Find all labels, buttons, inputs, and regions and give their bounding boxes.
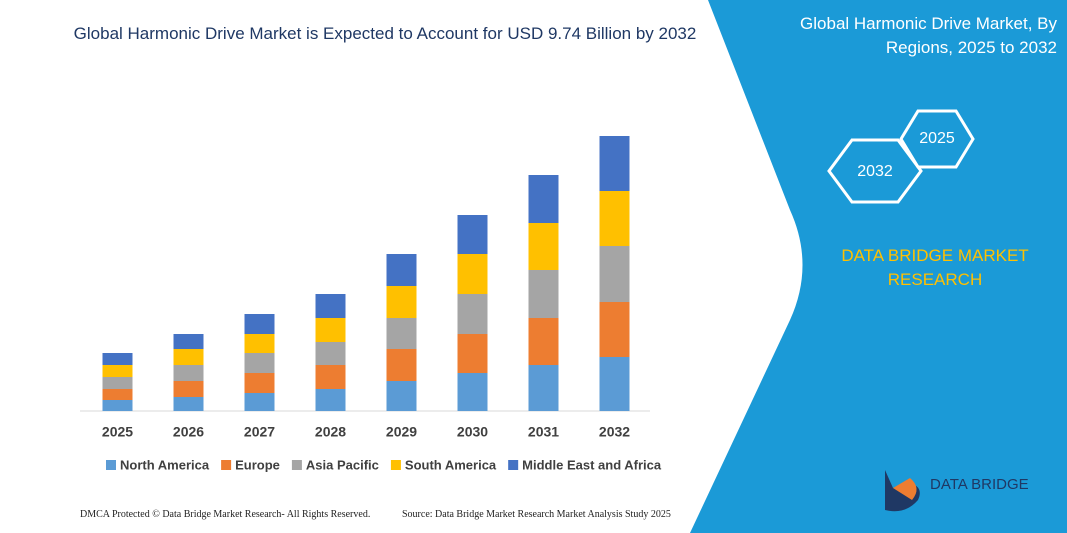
- bar-segment: [315, 318, 346, 342]
- bar-segment: [173, 334, 204, 349]
- legend-swatch: [508, 460, 519, 470]
- side-panel: [690, 0, 1067, 533]
- bar-segment: [528, 318, 559, 365]
- bar-segment: [244, 334, 275, 353]
- bar-segment: [599, 357, 630, 411]
- hexagon: [899, 109, 975, 169]
- panel-title: Global Harmonic Drive Market, By Regions…: [800, 14, 1057, 57]
- hexagon: [827, 138, 923, 204]
- x-tick-label: 2032: [599, 424, 630, 440]
- footer-right: Source: Data Bridge Market Research Mark…: [402, 509, 671, 520]
- legend-swatch: [390, 460, 401, 470]
- legend-swatch: [106, 460, 116, 470]
- bar-segment: [173, 349, 204, 365]
- bar-segment: [457, 294, 488, 334]
- bar-segment: [386, 318, 417, 349]
- bar-segment: [386, 254, 417, 286]
- bar-segment: [244, 353, 275, 373]
- x-tick-label: 2028: [315, 424, 346, 440]
- bar-segment: [457, 215, 488, 254]
- bar-segment: [457, 373, 488, 411]
- bar-segment: [173, 397, 204, 411]
- legend-label: Asia Pacific: [306, 457, 379, 472]
- x-tick-label: 2030: [457, 424, 488, 440]
- bar-segment: [173, 381, 204, 397]
- bar-segment: [102, 365, 133, 377]
- bar-segment: [244, 314, 275, 334]
- bar-segment: [244, 393, 275, 411]
- bar-segment: [457, 334, 488, 373]
- bar-segment: [599, 302, 630, 357]
- x-tick-label: 2026: [173, 424, 204, 440]
- legend-swatch: [221, 460, 232, 470]
- legend-label: Europe: [235, 457, 280, 472]
- legend-label: Middle East and Africa: [522, 457, 662, 472]
- bar-segment: [315, 365, 346, 389]
- bar-segment: [386, 349, 417, 381]
- bar-segment: [457, 254, 488, 294]
- x-tick-label: 2031: [528, 424, 559, 440]
- bar-segment: [599, 191, 630, 246]
- chart-title: Global Harmonic Drive Market is Expected…: [73, 24, 697, 43]
- x-tick-label: 2029: [386, 424, 417, 440]
- x-tick-label: 2027: [244, 424, 275, 440]
- hex-label: 2025: [919, 130, 955, 147]
- bar-segment: [173, 365, 204, 381]
- x-tick-label: 2025: [102, 424, 133, 440]
- bar-segment: [528, 175, 559, 223]
- hex-label: 2032: [857, 163, 893, 180]
- bar-segment: [102, 389, 133, 400]
- bar-segment: [102, 400, 133, 411]
- bar-segment: [315, 389, 346, 411]
- bar-segment: [599, 136, 630, 191]
- bar-segment: [102, 377, 133, 389]
- legend-swatch: [291, 460, 302, 470]
- logo-mark: [893, 478, 917, 500]
- bar-segment: [386, 381, 417, 411]
- footer-left: DMCA Protected © Data Bridge Market Rese…: [80, 509, 371, 520]
- bar-segment: [315, 342, 346, 365]
- bar-segment: [244, 373, 275, 393]
- brand-text: DATA BRIDGE MARKET RESEARCH: [841, 246, 1029, 289]
- logo-text: DATA BRIDGE: [930, 476, 1029, 493]
- legend-label: South America: [405, 457, 497, 472]
- bar-segment: [528, 365, 559, 411]
- bar-segment: [102, 353, 133, 365]
- legend-label: North America: [120, 457, 210, 472]
- bar-segment: [528, 270, 559, 318]
- bar-segment: [386, 286, 417, 318]
- bar-segment: [315, 294, 346, 318]
- bar-segment: [599, 246, 630, 302]
- bar-segment: [528, 223, 559, 270]
